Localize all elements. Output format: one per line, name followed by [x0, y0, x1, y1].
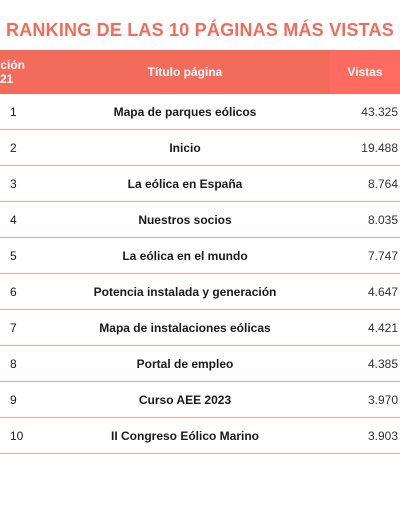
page-title: RANKING DE LAS 10 PÁGINAS MÁS VISTAS — [6, 20, 394, 40]
row-views: 8.764 — [367, 176, 398, 191]
row-position: 2 — [10, 140, 17, 155]
row-page-title: Curso AEE 2023 — [138, 392, 232, 407]
row-views: 7.747 — [367, 248, 398, 263]
row-page-title: Nuestros socios — [138, 212, 232, 227]
table-row: 3 La eólica en España 8.764 — [0, 166, 400, 202]
table-row: 8 Portal de empleo 4.385 — [0, 346, 400, 382]
row-position: 10 — [10, 428, 24, 443]
row-page-title: Inicio — [169, 140, 201, 155]
row-position: 9 — [10, 392, 17, 407]
row-page-title: II Congreso Eólico Marino — [110, 428, 259, 443]
row-position: 1 — [10, 104, 17, 119]
row-views: 19.488 — [361, 140, 398, 155]
row-page-title: La eólica en España — [127, 176, 243, 191]
table-row: 10 II Congreso Eólico Marino 3.903 — [0, 418, 400, 454]
header-position-label: Posición — [0, 58, 25, 72]
row-page-title: Mapa de instalaciones eólicas — [99, 320, 271, 335]
row-page-title: Potencia instalada y generación — [93, 284, 277, 299]
row-page-title: Portal de empleo — [136, 356, 234, 371]
table-row: 2 Inicio 19.488 — [0, 130, 400, 166]
header-position-year: 2021 — [0, 72, 14, 86]
table-row: 1 Mapa de parques eólicos 43.325 — [0, 94, 400, 130]
row-position: 8 — [10, 356, 17, 371]
header-page-title: Título página — [50, 50, 320, 94]
row-views: 3.903 — [367, 428, 398, 443]
row-position: 4 — [10, 212, 17, 227]
row-views: 4.647 — [367, 284, 398, 299]
header-position: Posición 2021 — [0, 50, 30, 94]
row-views: 43.325 — [361, 104, 398, 119]
table-row: 6 Potencia instalada y generación 4.647 — [0, 274, 400, 310]
table-row: 9 Curso AEE 2023 3.970 — [0, 382, 400, 418]
table-header: Posición 2021 Título página Vistas — [0, 50, 400, 94]
table-row: 4 Nuestros socios 8.035 — [0, 202, 400, 238]
ranking-table: Posición 2021 Título página Vistas 1 Map… — [0, 50, 400, 454]
row-page-title: La eólica en el mundo — [122, 248, 248, 263]
table-row: 7 Mapa de instalaciones eólicas 4.421 — [0, 310, 400, 346]
table-row: 5 La eólica en el mundo 7.747 — [0, 238, 400, 274]
row-views: 4.421 — [367, 320, 398, 335]
row-views: 3.970 — [367, 392, 398, 407]
row-views: 8.035 — [367, 212, 398, 227]
header-views: Vistas — [330, 50, 400, 94]
row-position: 7 — [10, 320, 17, 335]
row-position: 6 — [10, 284, 17, 299]
row-position: 3 — [10, 176, 17, 191]
row-views: 4.385 — [367, 356, 398, 371]
row-position: 5 — [10, 248, 17, 263]
row-page-title: Mapa de parques eólicos — [113, 104, 257, 119]
